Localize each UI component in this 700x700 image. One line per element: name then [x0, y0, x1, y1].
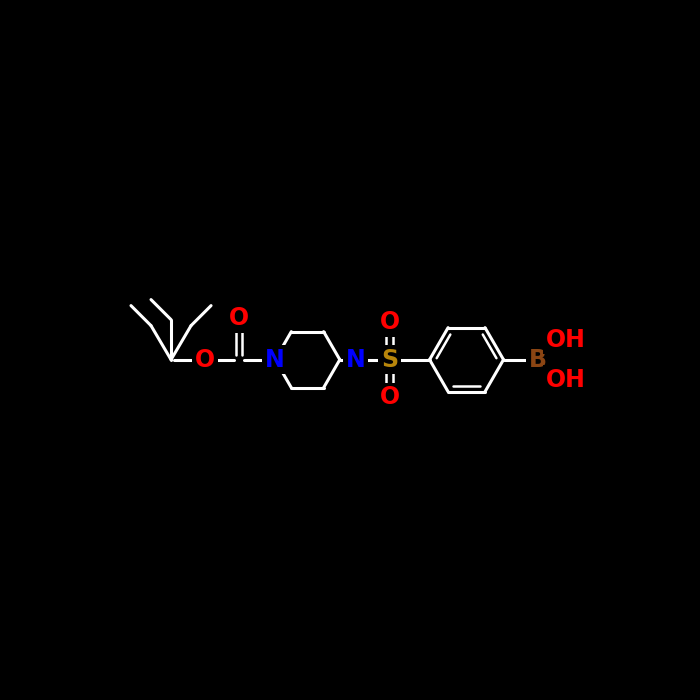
- Text: OH: OH: [546, 368, 586, 392]
- Text: N: N: [346, 348, 365, 372]
- Text: N: N: [265, 348, 285, 372]
- Text: O: O: [379, 386, 400, 410]
- Text: O: O: [195, 348, 215, 372]
- Text: O: O: [379, 310, 400, 334]
- Text: B: B: [528, 348, 547, 372]
- Text: S: S: [381, 348, 398, 372]
- Text: O: O: [229, 306, 249, 330]
- Text: OH: OH: [546, 328, 586, 351]
